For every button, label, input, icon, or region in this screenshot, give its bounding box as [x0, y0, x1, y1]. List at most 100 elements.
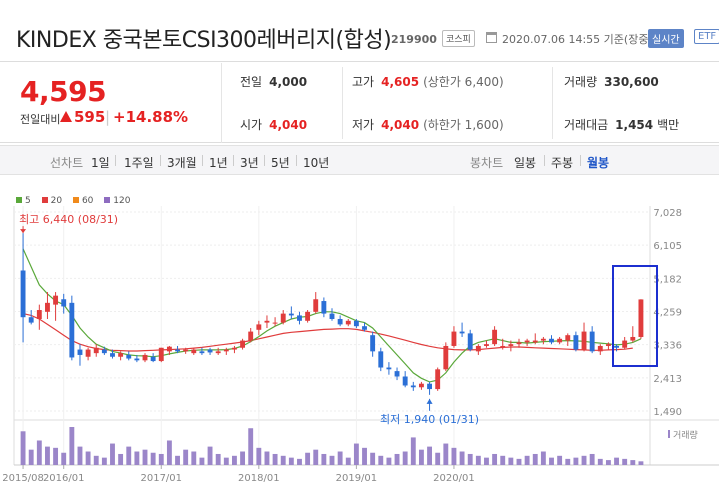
candle-body: [215, 351, 221, 354]
volume-bar: [345, 457, 351, 465]
ma20-line: [22, 313, 633, 352]
candle-body: [199, 351, 205, 354]
candle-body: [557, 338, 563, 343]
candle-body: [264, 320, 270, 323]
candle: [223, 347, 229, 355]
candle-body: [614, 345, 619, 348]
candle: [134, 354, 140, 363]
candle-body: [549, 338, 554, 343]
candle-body: [516, 342, 522, 345]
candle: [166, 345, 172, 355]
market-badge: 코스피: [442, 30, 475, 47]
candle: [410, 381, 416, 391]
period-5y[interactable]: 5년: [271, 156, 290, 170]
stat-low: 저가 4,040 (하한가 1,600): [352, 116, 504, 133]
candle-body: [288, 313, 294, 316]
volume-bar: [150, 452, 156, 465]
legend-item-ma20: 20: [41, 196, 62, 206]
candle: [240, 338, 246, 350]
candle: [353, 319, 359, 328]
stat-prev-close: 전일 4,000: [240, 73, 307, 90]
stat-label: 시가: [240, 118, 263, 132]
volume-bar: [142, 449, 148, 465]
period-1w[interactable]: 1주일: [124, 156, 154, 170]
realtime-button[interactable]: 실시간: [648, 29, 684, 48]
candle: [345, 319, 351, 327]
volume-bar: [158, 453, 164, 465]
candle-body: [581, 331, 587, 350]
candle-body: [158, 347, 164, 362]
candle: [69, 295, 75, 361]
volume-bar: [492, 453, 498, 465]
divider: [342, 67, 343, 139]
volume-bar: [597, 458, 603, 465]
candle-body: [524, 340, 530, 343]
volume-bar: [500, 455, 506, 465]
candle: [605, 342, 611, 350]
candle-body: [248, 331, 254, 341]
y-tick-label: 7,028: [653, 208, 682, 219]
candle: [150, 353, 156, 363]
candle: [451, 326, 457, 348]
volume-bar: [288, 457, 294, 465]
candle-body: [85, 349, 91, 357]
volume-bar: [223, 457, 229, 465]
period-3y[interactable]: 3년: [240, 156, 259, 170]
y-axis: 7,028 6,105 5,182 4,259 3,336 2,413 1,490: [653, 208, 682, 418]
candle: [427, 381, 432, 395]
legend-swatch: [72, 197, 79, 203]
candle: [402, 371, 408, 388]
candle-body: [93, 347, 99, 354]
current-price: 4,595: [20, 75, 107, 108]
volume-bar: [175, 455, 180, 465]
candle-monthly[interactable]: 월봉: [587, 156, 610, 170]
candle: [549, 335, 554, 345]
candle: [573, 331, 579, 352]
candle: [313, 292, 319, 314]
candle: [321, 297, 327, 318]
period-10y[interactable]: 10년: [303, 156, 330, 170]
candle-body: [329, 313, 335, 320]
stat-label: 저가: [352, 118, 375, 132]
candle: [175, 345, 180, 354]
candle-daily[interactable]: 일봉: [514, 156, 537, 170]
volume-bar: [394, 453, 400, 465]
candle: [215, 347, 221, 355]
volume-bar: [549, 457, 554, 465]
candle-body: [256, 324, 262, 330]
volume-bar: [402, 451, 408, 465]
candle: [183, 347, 189, 354]
volume-bar: [256, 447, 262, 465]
candle-body: [484, 344, 489, 346]
y-tick-label: 4,259: [653, 308, 682, 319]
y-tick-label: 6,105: [653, 241, 682, 252]
candle-body: [532, 340, 538, 343]
candle-body: [61, 299, 67, 307]
x-tick-label: 2017/01: [140, 473, 182, 484]
candle-body: [638, 299, 644, 337]
period-1y[interactable]: 1년: [209, 156, 228, 170]
candle: [207, 347, 213, 355]
candle-body: [492, 329, 498, 345]
candle: [126, 351, 132, 361]
candle: [232, 345, 237, 354]
low-arrow-head: [426, 398, 433, 404]
period-1d[interactable]: 1일: [91, 156, 110, 170]
stat-value: 1,454: [615, 118, 654, 132]
legend-swatch: [104, 197, 111, 203]
candle-body: [101, 349, 107, 354]
candle-body: [362, 326, 367, 330]
candle-weekly[interactable]: 주봉: [551, 156, 574, 170]
volume-bar: [264, 451, 270, 465]
candle-body: [589, 331, 595, 352]
divider: [544, 155, 545, 166]
volume-bar: [589, 453, 595, 465]
volume-bar: [110, 443, 115, 465]
etf-button[interactable]: ETF: [694, 29, 719, 44]
volume-bar: [614, 457, 619, 465]
period-3m[interactable]: 3개월: [167, 156, 197, 170]
candle: [53, 292, 59, 321]
divider: [233, 155, 234, 166]
candle-body: [321, 301, 327, 314]
